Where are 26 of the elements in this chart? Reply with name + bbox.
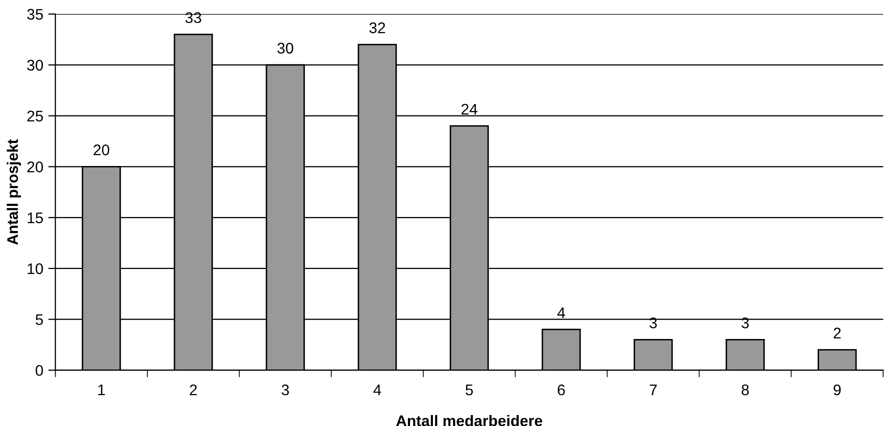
y-tick-label: 20 — [27, 162, 43, 172]
x-tick-label: 3 — [282, 384, 289, 396]
y-tick-label: 10 — [28, 263, 43, 274]
y-axis-title: Antall prosjekt — [6, 139, 22, 245]
data-label: 30 — [277, 42, 294, 54]
x-axis-title: Antall medarbeidere — [396, 414, 542, 426]
data-label: 24 — [462, 104, 478, 114]
data-label: 4 — [557, 307, 566, 318]
y-tick-label: 25 — [27, 110, 43, 122]
x-tick-label: 8 — [742, 384, 749, 396]
x-tick-label: 4 — [373, 384, 382, 396]
y-tick-label: 35 — [27, 8, 43, 20]
x-tick-label: 9 — [834, 384, 841, 396]
data-label: 2 — [834, 328, 841, 338]
data-label: 33 — [185, 12, 202, 24]
data-label: 20 — [94, 144, 110, 156]
y-tick-label: 0 — [36, 365, 43, 376]
x-tick-label: 7 — [650, 384, 657, 396]
y-tick-label: 15 — [28, 212, 43, 224]
x-tick-label: 1 — [98, 384, 105, 396]
x-tick-label: 5 — [466, 384, 473, 396]
y-tick-label: 5 — [36, 314, 43, 326]
y-tick-label: 30 — [27, 60, 43, 71]
x-tick-label: 6 — [558, 384, 565, 396]
x-tick-label: 2 — [190, 384, 197, 396]
data-label: 32 — [369, 22, 386, 34]
